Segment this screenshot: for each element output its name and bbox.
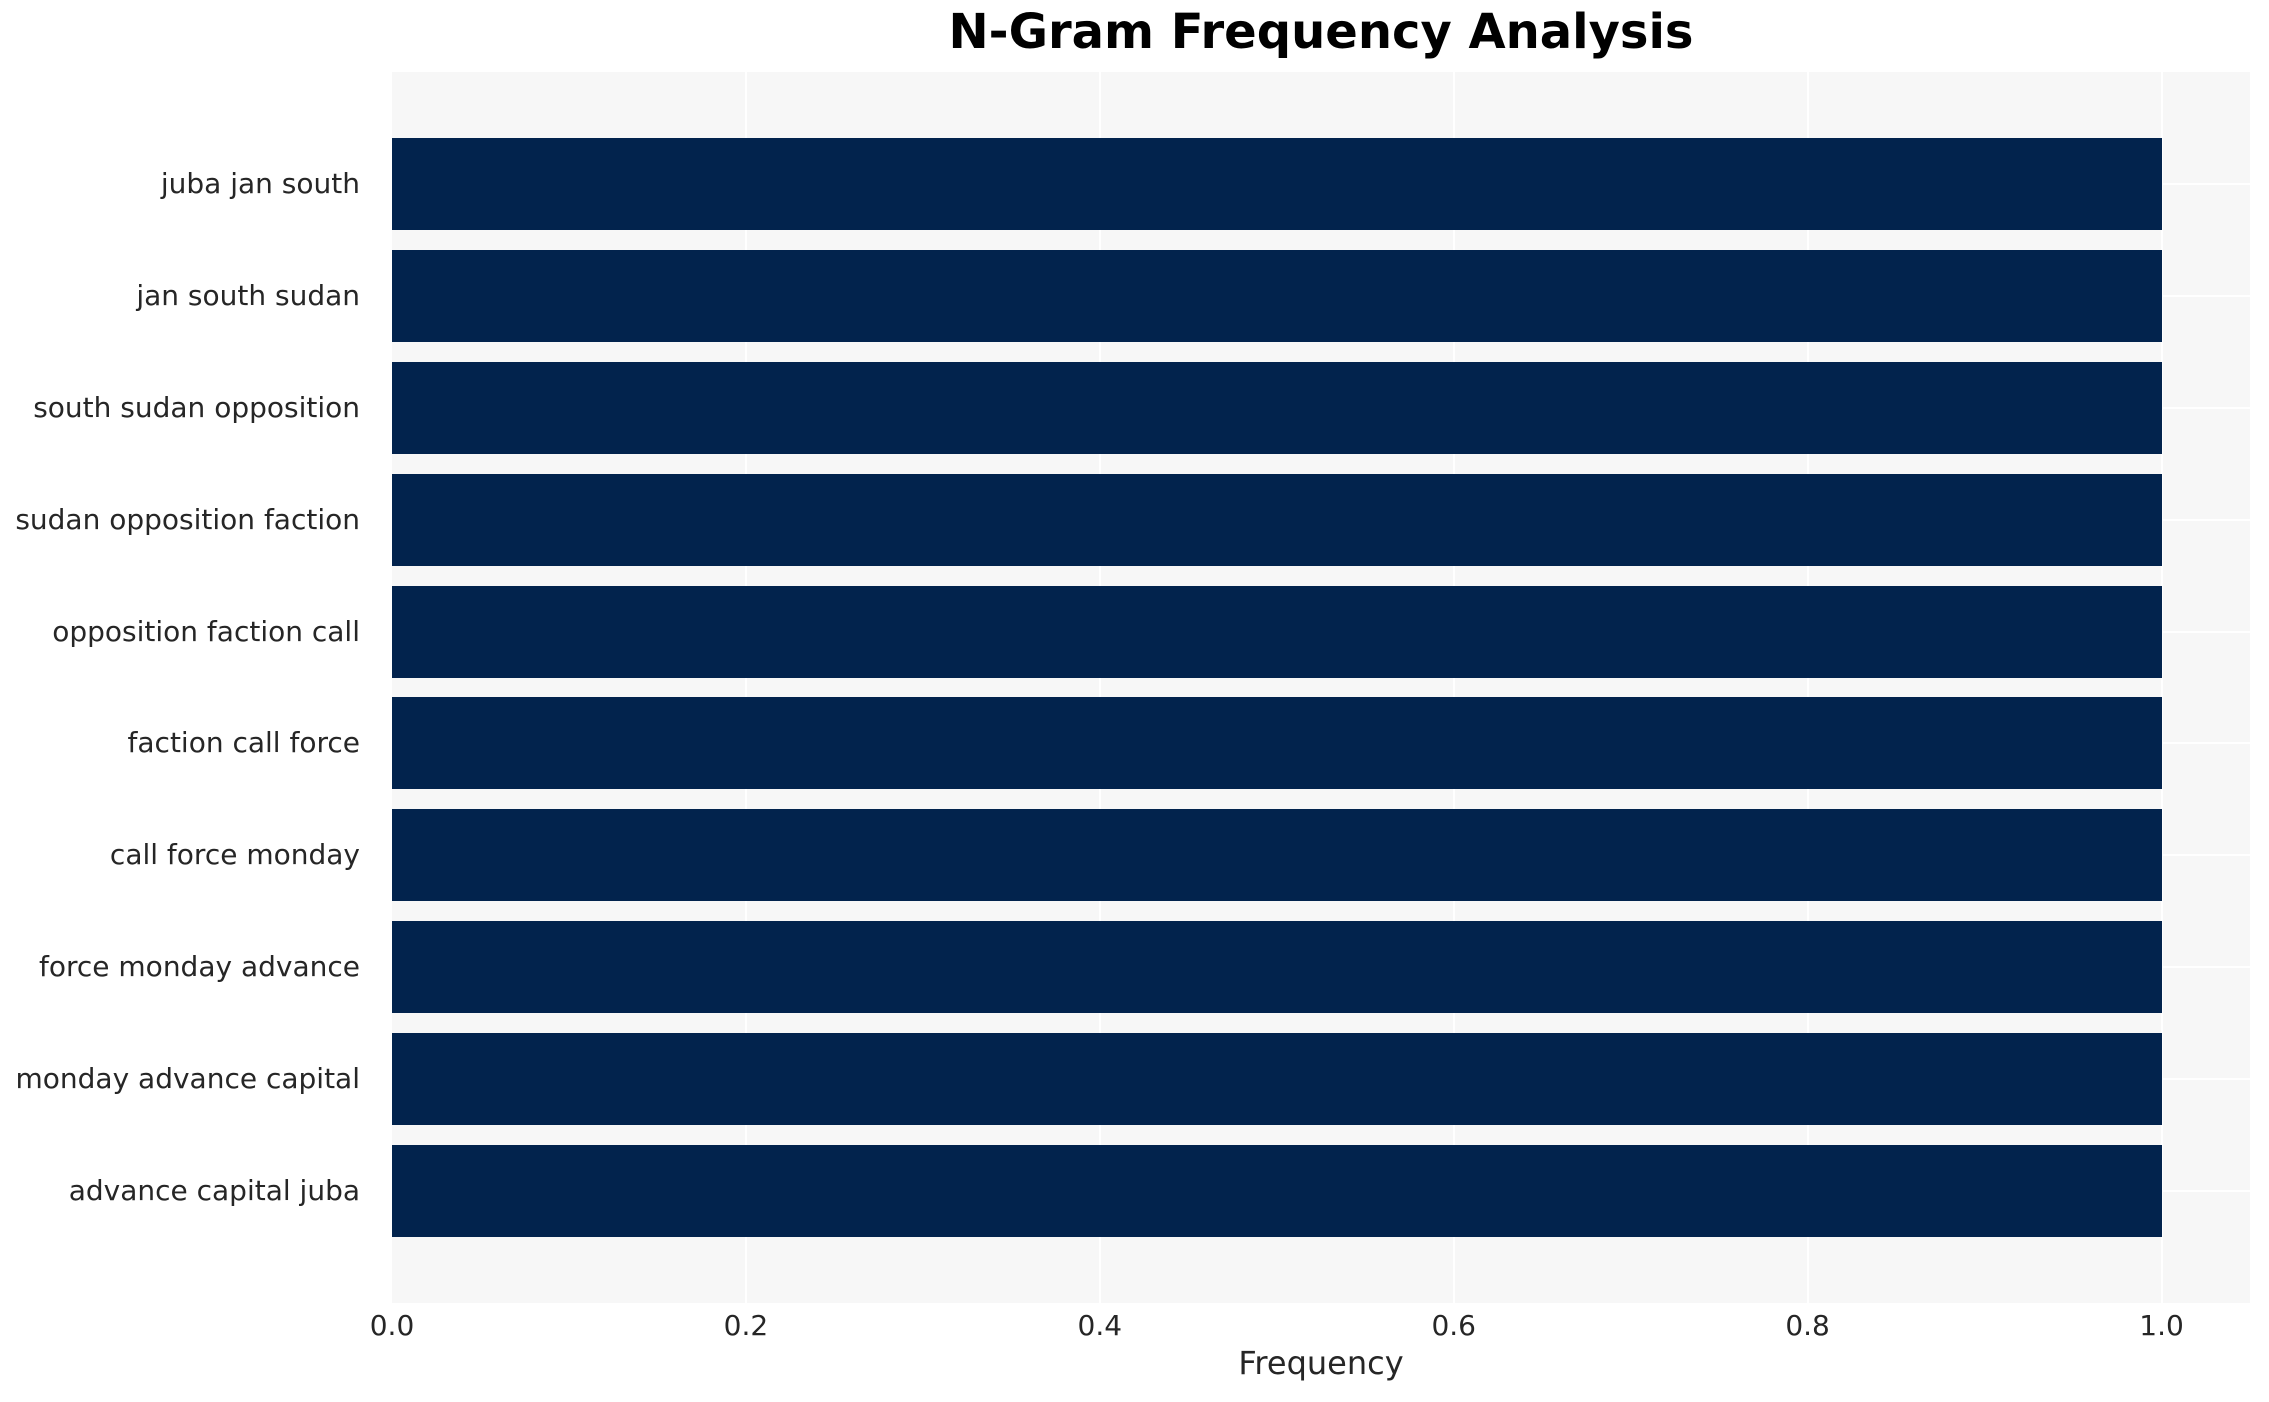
bar: [392, 1145, 2162, 1238]
x-tick-label: 0.4: [1077, 1309, 1123, 1342]
x-tick-label: 1.0: [2139, 1309, 2184, 1342]
bar: [392, 1033, 2162, 1126]
gridline-vertical: [1098, 72, 1101, 1303]
bar: [392, 921, 2162, 1014]
category-label: sudan opposition faction: [15, 502, 360, 536]
gridline-vertical: [1806, 72, 1809, 1303]
gridline-vertical: [744, 72, 747, 1303]
bar: [392, 137, 2162, 230]
plot-area: [392, 72, 2250, 1303]
category-label: south sudan opposition: [33, 390, 360, 424]
category-label: force monday advance: [39, 950, 360, 984]
bar: [392, 809, 2162, 902]
category-label: call force monday: [109, 838, 360, 872]
category-label: opposition faction call: [52, 614, 360, 648]
x-tick-label: 0.0: [369, 1309, 415, 1342]
category-label: monday advance capital: [15, 1062, 360, 1096]
category-label: juba jan south: [160, 166, 360, 200]
x-tick-label: 0.2: [723, 1309, 769, 1342]
category-label: advance capital juba: [68, 1174, 360, 1208]
gridline-vertical: [1452, 72, 1455, 1303]
bar: [392, 473, 2162, 566]
chart-title: N-Gram Frequency Analysis: [948, 4, 1694, 60]
gridline-vertical: [2160, 72, 2163, 1303]
bar: [392, 361, 2162, 454]
category-label: jan south sudan: [136, 278, 360, 312]
bar: [392, 697, 2162, 790]
bar: [392, 585, 2162, 678]
bar: [392, 249, 2162, 342]
x-tick-label: 0.8: [1785, 1309, 1830, 1342]
x-tick-label: 0.6: [1431, 1309, 1476, 1342]
x-axis-label: Frequency: [1238, 1344, 1404, 1382]
category-label: faction call force: [127, 726, 360, 760]
